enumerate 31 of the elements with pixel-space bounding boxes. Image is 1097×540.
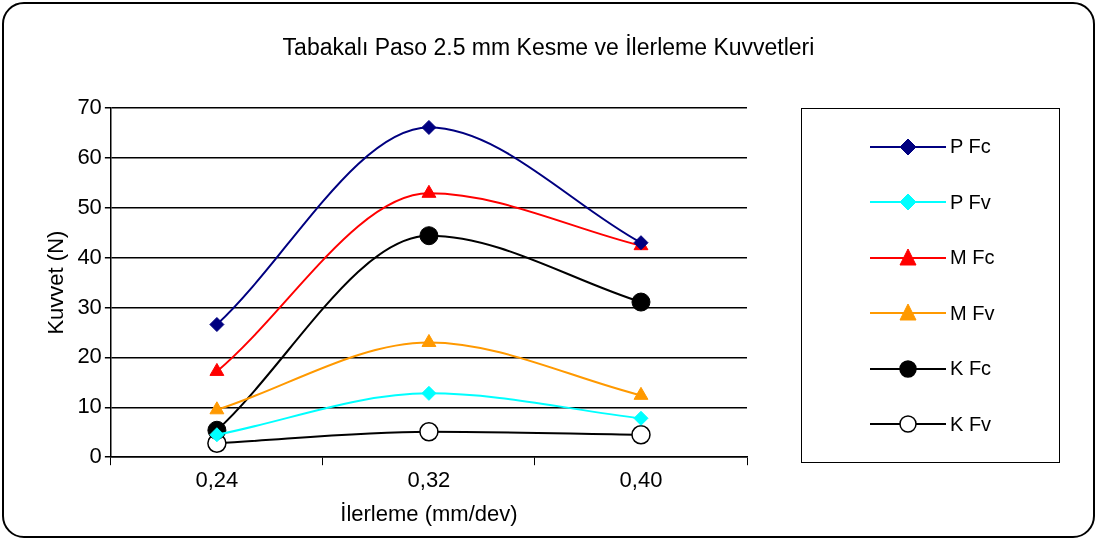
legend-label: M Fc xyxy=(950,246,995,270)
legend-label: K Fc xyxy=(950,357,992,381)
x-tick-label: 0,24 xyxy=(195,467,239,493)
y-tick-label: 40 xyxy=(77,243,102,269)
point xyxy=(419,422,439,442)
x-tick-label: 0,32 xyxy=(407,467,451,493)
x-tick-label: 0,40 xyxy=(619,467,663,493)
y-tick-label: 0 xyxy=(89,443,102,469)
y-tick-label: 20 xyxy=(77,343,102,369)
legend-label: M Fv xyxy=(950,301,995,325)
legend-label: K Fv xyxy=(950,412,992,436)
y-tick-label: 70 xyxy=(77,94,102,120)
y-tick-label: 10 xyxy=(77,393,102,419)
point xyxy=(421,184,437,198)
y-tick-label: 50 xyxy=(77,193,102,219)
point xyxy=(209,401,225,415)
point xyxy=(631,292,651,312)
chart-title: Tabakalı Paso 2.5 mm Kesme ve İlerleme Kuvvetleri xyxy=(281,34,816,61)
point xyxy=(633,410,649,426)
point xyxy=(421,119,437,135)
y-tick-label: 30 xyxy=(77,293,102,319)
legend-label: P Fc xyxy=(950,135,991,159)
y-tick-label: 60 xyxy=(77,143,102,169)
point xyxy=(209,317,225,332)
legend-label: P Fv xyxy=(950,190,991,214)
y-axis-title: Kuvvet (N) xyxy=(43,230,69,335)
point xyxy=(209,427,225,443)
point xyxy=(419,226,439,246)
point xyxy=(631,425,651,445)
x-axis-title: İlerleme (mm/dev) xyxy=(340,500,518,526)
point xyxy=(421,385,437,401)
